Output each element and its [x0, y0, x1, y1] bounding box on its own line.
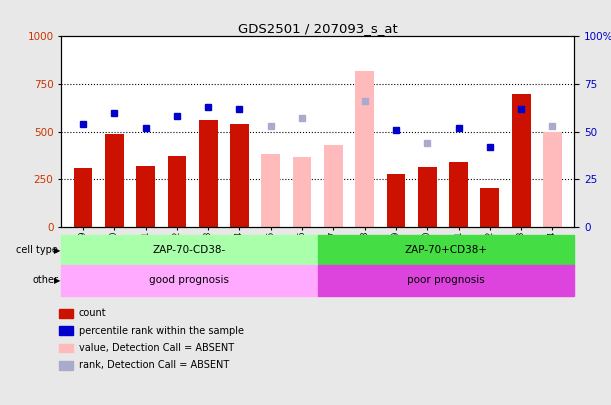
Bar: [59, 361, 73, 369]
Bar: [355, 71, 374, 227]
Text: value, Detection Call = ABSENT: value, Detection Call = ABSENT: [79, 343, 234, 353]
Text: ▶: ▶: [54, 276, 60, 285]
Bar: [262, 153, 280, 227]
Text: percentile rank within the sample: percentile rank within the sample: [79, 326, 244, 336]
Bar: [59, 326, 73, 335]
Text: rank, Detection Call = ABSENT: rank, Detection Call = ABSENT: [79, 360, 229, 370]
Bar: [318, 235, 574, 265]
Bar: [543, 132, 562, 227]
Bar: [59, 309, 73, 318]
Bar: [73, 168, 92, 227]
Bar: [318, 265, 574, 296]
Bar: [512, 94, 530, 227]
Text: cell type: cell type: [16, 245, 58, 255]
Text: poor prognosis: poor prognosis: [407, 275, 485, 286]
Bar: [324, 145, 343, 227]
Text: count: count: [79, 308, 106, 318]
Bar: [293, 157, 312, 227]
Bar: [449, 162, 468, 227]
Bar: [230, 124, 249, 227]
Bar: [199, 120, 218, 227]
Text: ▶: ▶: [54, 245, 60, 255]
Text: other: other: [32, 275, 58, 286]
Text: good prognosis: good prognosis: [150, 275, 229, 286]
Text: ZAP-70-CD38-: ZAP-70-CD38-: [153, 245, 226, 255]
Bar: [167, 156, 186, 227]
Title: GDS2501 / 207093_s_at: GDS2501 / 207093_s_at: [238, 22, 398, 35]
Bar: [418, 167, 437, 227]
Bar: [136, 166, 155, 227]
Text: ZAP-70+CD38+: ZAP-70+CD38+: [404, 245, 488, 255]
Bar: [61, 265, 318, 296]
Bar: [105, 134, 123, 227]
Bar: [61, 235, 318, 265]
Bar: [59, 344, 73, 352]
Bar: [480, 188, 499, 227]
Bar: [387, 173, 405, 227]
